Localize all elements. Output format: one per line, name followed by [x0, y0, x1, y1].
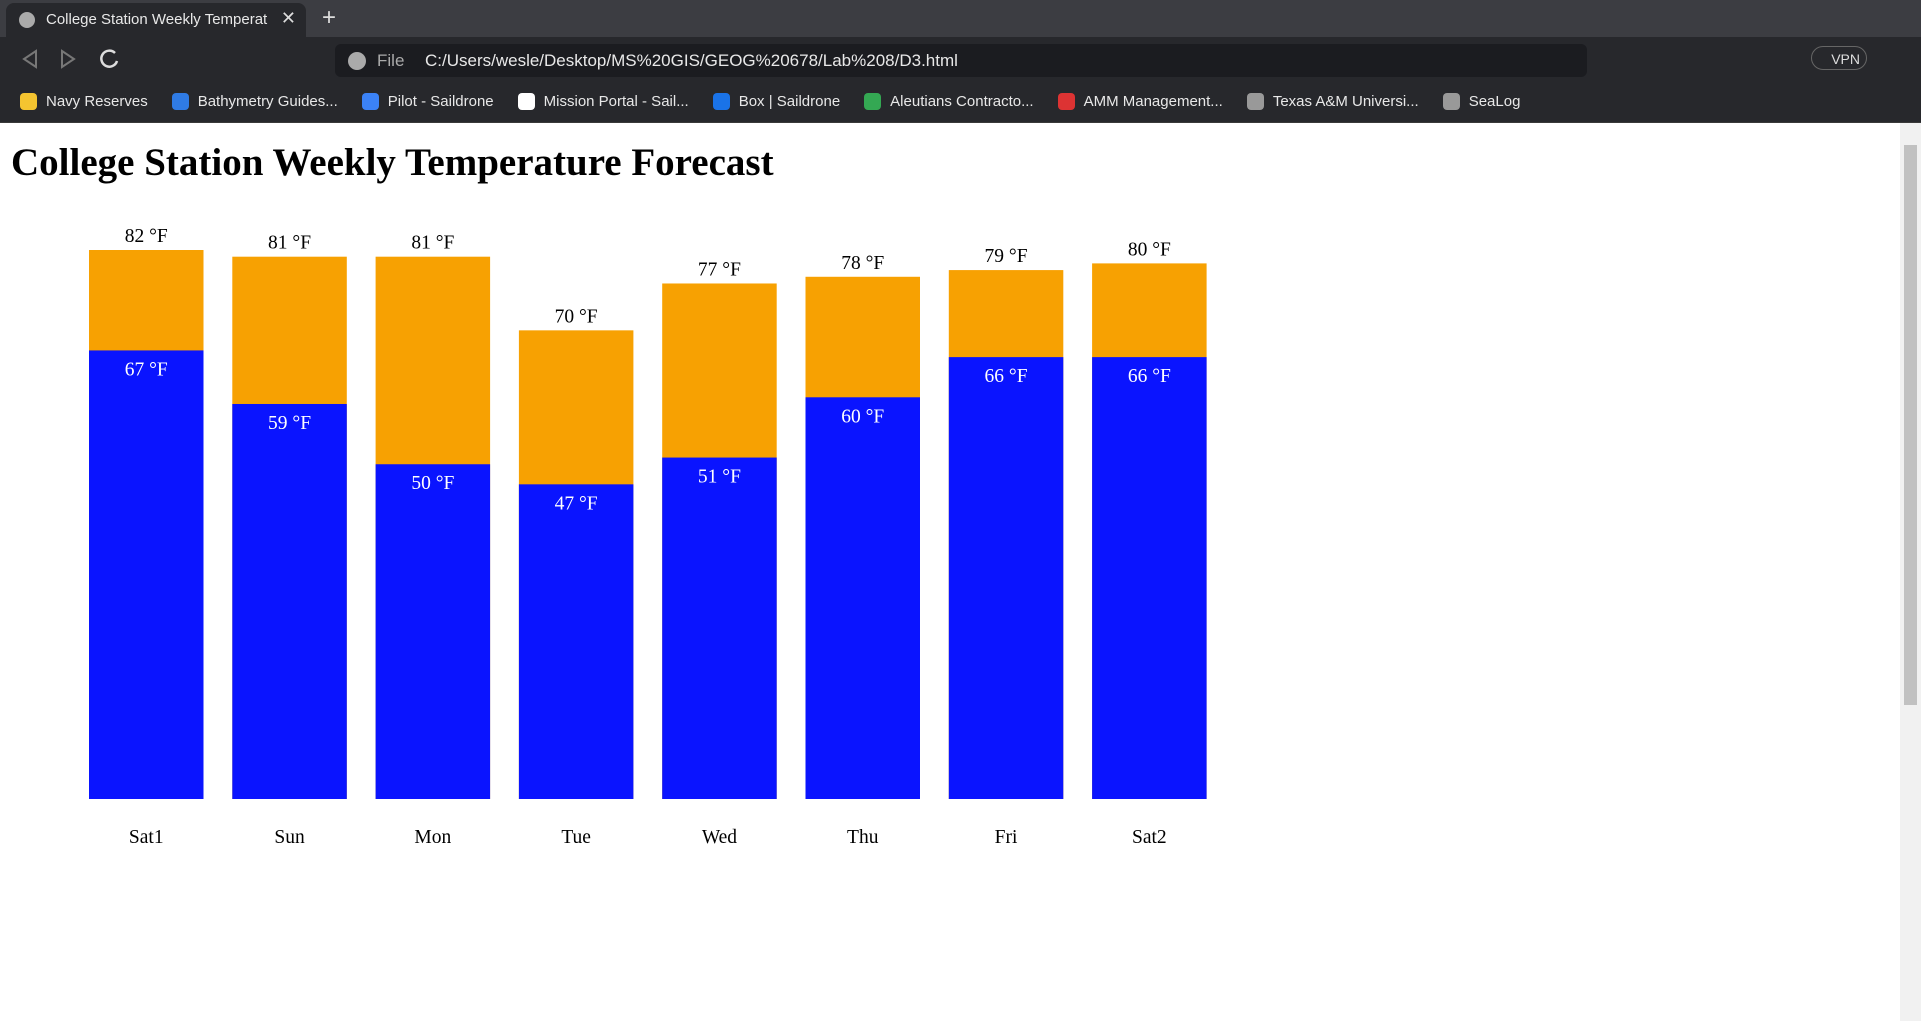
- value-label: 50 °F: [411, 473, 454, 494]
- bookmark-label: SeaLog: [1468, 92, 1521, 110]
- bar: [375, 464, 491, 799]
- value-label: 78 °F: [841, 253, 884, 274]
- tab-bar: College Station Weekly Temperat ✕ +: [0, 0, 1921, 37]
- value-label: 51 °F: [698, 467, 741, 488]
- bar: [89, 350, 204, 799]
- bookmark-icon: [1057, 92, 1075, 110]
- bar: [805, 397, 920, 799]
- x-tick-label: Sat1: [129, 827, 164, 848]
- nav-buttons[interactable]: [0, 37, 300, 80]
- x-tick-label: Mon: [414, 827, 451, 848]
- x-tick-label: Fri: [995, 827, 1018, 848]
- toolbar: File C:/Users/wesle/Desktop/MS%20GIS/GEO…: [0, 37, 1921, 80]
- vpn-button[interactable]: VPN: [1811, 46, 1867, 70]
- address-bar[interactable]: File C:/Users/wesle/Desktop/MS%20GIS/GEO…: [335, 44, 1587, 77]
- scroll-thumb[interactable]: [1904, 145, 1917, 705]
- bookmark-icon: [20, 92, 37, 110]
- value-label: 79 °F: [985, 246, 1028, 267]
- bookmark[interactable]: Mission Portal - Sail...: [517, 92, 689, 110]
- x-tick-label: Tue: [561, 827, 591, 848]
- value-label: 59 °F: [268, 413, 311, 434]
- bookmark[interactable]: AMM Management...: [1057, 92, 1223, 110]
- bookmark-label: AMM Management...: [1083, 92, 1223, 110]
- x-tick-label: Thu: [847, 827, 879, 848]
- bar: [662, 457, 777, 799]
- close-tab[interactable]: ✕: [280, 8, 296, 28]
- value-label: 47 °F: [555, 493, 598, 514]
- x-tick-label: Sat2: [1132, 827, 1167, 848]
- bookmark-icon: [171, 92, 189, 110]
- bookmark[interactable]: Aleutians Contracto...: [864, 92, 1034, 110]
- bookmark-icon: [712, 92, 730, 110]
- value-label: 80 °F: [1128, 239, 1171, 260]
- url: C:/Users/wesle/Desktop/MS%20GIS/GEOG%206…: [425, 51, 958, 70]
- value-label: 82 °F: [125, 226, 168, 247]
- tab-icon: [19, 12, 35, 28]
- bookmark-label: Pilot - Saildrone: [387, 92, 494, 110]
- bookmark-icon: [864, 92, 882, 110]
- bookmark[interactable]: Navy Reserves: [20, 92, 148, 110]
- bookmark-label: Aleutians Contracto...: [890, 92, 1034, 110]
- address-prefix: File: [377, 51, 405, 70]
- value-label: 60 °F: [841, 406, 884, 427]
- value-label: 67 °F: [125, 359, 168, 380]
- chart-title: College Station Weekly Temperature Forec…: [11, 141, 774, 184]
- bar: [948, 357, 1064, 799]
- chart: College Station Weekly Temperature Forec…: [11, 141, 1207, 848]
- bookmark-label: Box | Saildrone: [738, 92, 841, 110]
- bookmark-icon: [1442, 92, 1460, 110]
- info-icon: [348, 52, 366, 70]
- bookmark-label: Navy Reserves: [46, 92, 148, 110]
- bookmark-icon: [1246, 92, 1264, 110]
- bar: [518, 484, 634, 799]
- value-label: 77 °F: [698, 259, 741, 280]
- bookmark-icon: [361, 92, 379, 110]
- value-label: 81 °F: [411, 233, 454, 254]
- bookmark[interactable]: Pilot - Saildrone: [361, 92, 494, 110]
- value-label: 66 °F: [985, 366, 1028, 387]
- bar: [232, 403, 347, 799]
- bookmark-icon: [517, 92, 535, 110]
- value-label: 70 °F: [555, 306, 598, 327]
- bookmark[interactable]: Bathymetry Guides...: [171, 92, 338, 110]
- x-tick-label: Sun: [274, 827, 305, 848]
- value-label: 81 °F: [268, 233, 311, 254]
- bookmark[interactable]: Box | Saildrone: [712, 92, 841, 110]
- tab-title: College Station Weekly Temperat: [46, 11, 268, 28]
- value-label: 66 °F: [1128, 366, 1171, 387]
- bar: [1092, 357, 1207, 799]
- bookmark-label: Texas A&M Universi...: [1272, 92, 1419, 110]
- bookmark[interactable]: SeaLog: [1442, 92, 1521, 110]
- x-tick-label: Wed: [702, 827, 737, 848]
- bookmark-label: Mission Portal - Sail...: [543, 92, 689, 110]
- new-tab[interactable]: +: [322, 4, 337, 31]
- bookmarks-bar: Navy Reserves Bathymetry Guides... Pilot -…: [0, 80, 1921, 123]
- bookmark-label: Bathymetry Guides...: [197, 92, 338, 110]
- bookmark[interactable]: Texas A&M Universi...: [1246, 92, 1419, 110]
- tab[interactable]: College Station Weekly Temperat ✕: [6, 3, 306, 37]
- scrollbar[interactable]: [1900, 123, 1921, 1021]
